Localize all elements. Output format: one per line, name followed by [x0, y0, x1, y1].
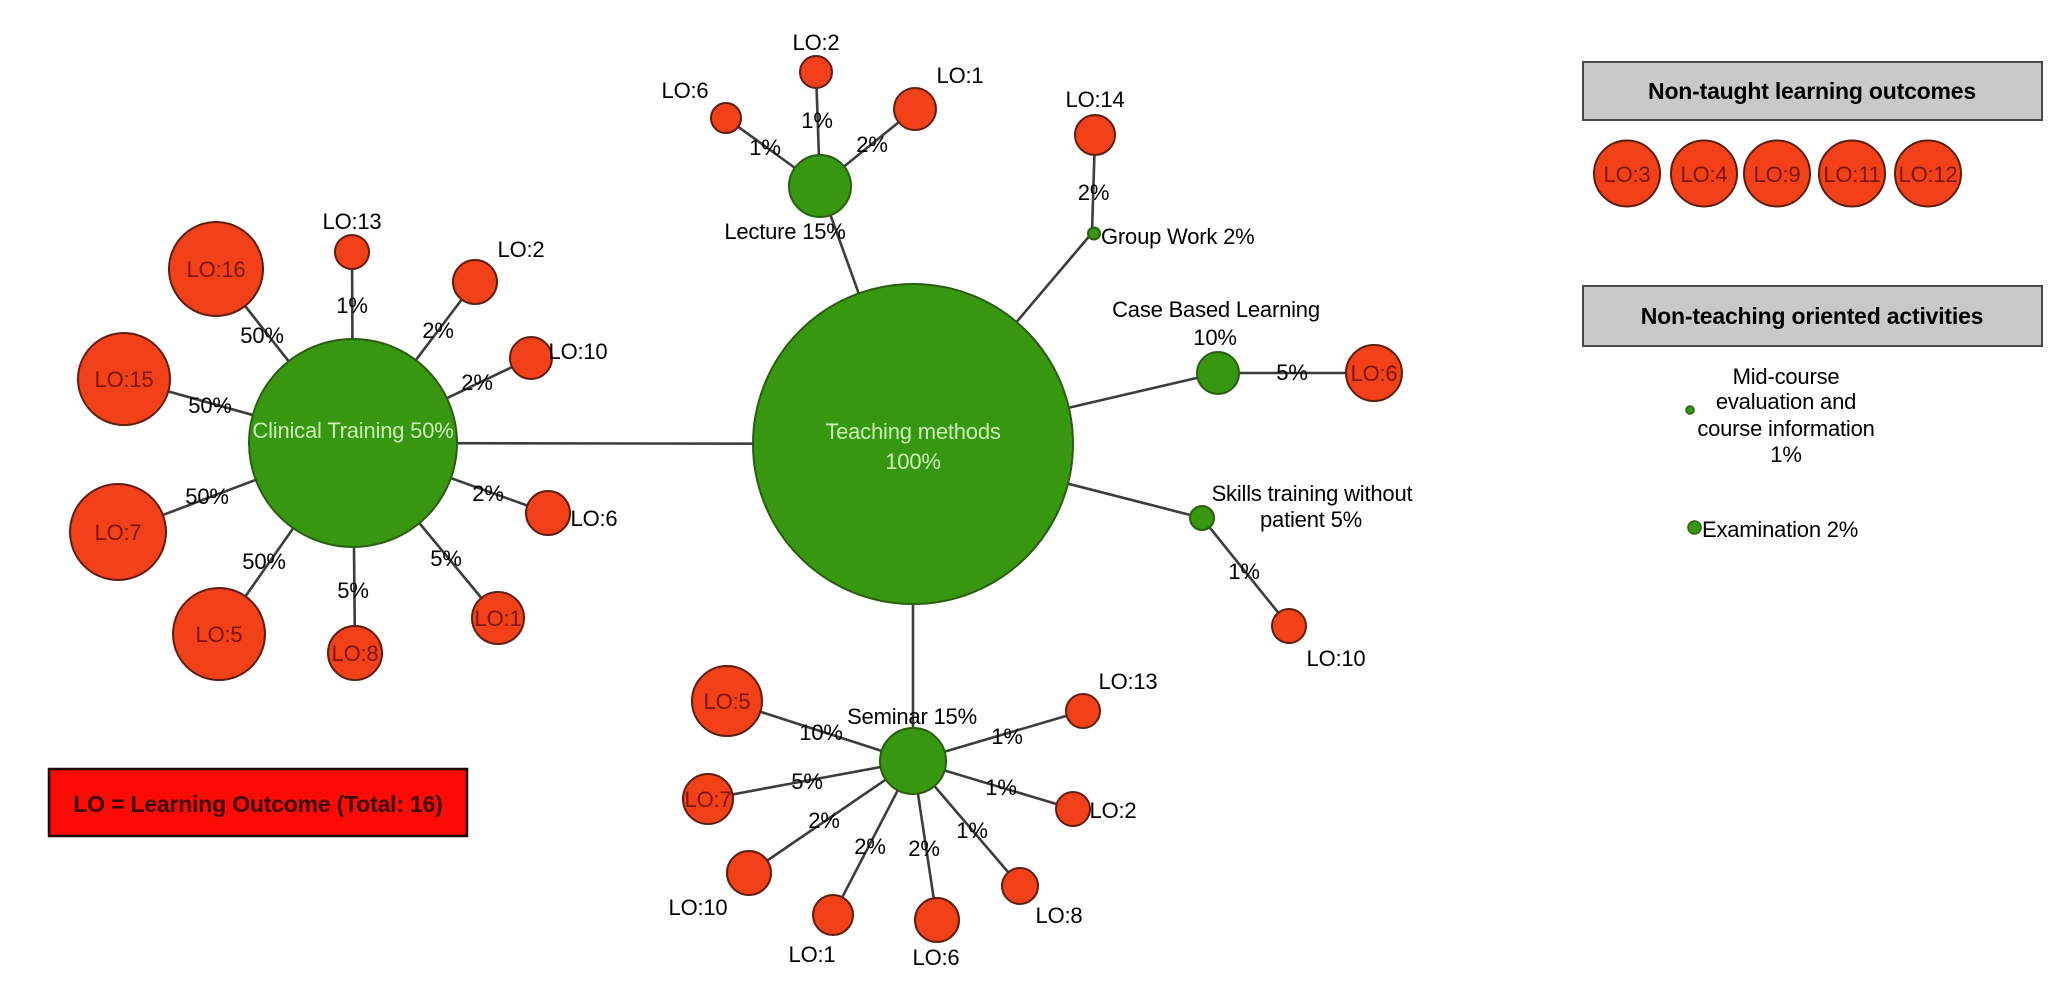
- svg-text:2%: 2%: [472, 481, 503, 506]
- svg-text:2%: 2%: [808, 808, 839, 833]
- svg-text:LO:8: LO:8: [332, 641, 379, 666]
- svg-text:LO:8: LO:8: [1036, 903, 1083, 928]
- svg-text:LO:1: LO:1: [475, 606, 522, 631]
- svg-text:Group Work 2%: Group Work 2%: [1101, 224, 1255, 249]
- svg-text:1%: 1%: [991, 724, 1022, 749]
- svg-text:LO:6: LO:6: [1351, 361, 1398, 386]
- svg-text:LO:13: LO:13: [323, 209, 382, 234]
- svg-text:5%: 5%: [337, 578, 368, 603]
- svg-text:100%: 100%: [885, 449, 940, 474]
- svg-text:10%: 10%: [799, 720, 842, 745]
- svg-text:5%: 5%: [1276, 360, 1307, 385]
- svg-text:LO:6: LO:6: [662, 78, 709, 103]
- svg-text:LO:5: LO:5: [196, 622, 243, 647]
- svg-text:LO:10: LO:10: [549, 339, 608, 364]
- svg-text:LO:10: LO:10: [669, 895, 728, 920]
- svg-text:2%: 2%: [908, 836, 939, 861]
- svg-text:50%: 50%: [240, 323, 283, 348]
- svg-text:LO:14: LO:14: [1066, 87, 1125, 112]
- svg-text:1%: 1%: [956, 818, 987, 843]
- svg-text:Non-teaching oriented activiti: Non-teaching oriented activities: [1641, 303, 1984, 329]
- svg-text:2%: 2%: [461, 370, 492, 395]
- svg-text:2%: 2%: [422, 318, 453, 343]
- svg-text:Lecture 15%: Lecture 15%: [724, 219, 845, 244]
- svg-text:Case Based Learning: Case Based Learning: [1112, 297, 1320, 322]
- svg-text:Seminar 15%: Seminar 15%: [847, 704, 977, 729]
- svg-text:Clinical Training 50%: Clinical Training 50%: [252, 418, 453, 443]
- svg-text:LO:16: LO:16: [187, 257, 246, 282]
- svg-text:50%: 50%: [242, 549, 285, 574]
- svg-text:1%: 1%: [801, 108, 832, 133]
- svg-text:Mid-course: Mid-course: [1733, 364, 1840, 389]
- svg-text:Teaching methods: Teaching methods: [825, 419, 1001, 444]
- svg-text:2%: 2%: [856, 132, 887, 157]
- svg-text:1%: 1%: [985, 775, 1016, 800]
- svg-text:course information: course information: [1697, 416, 1874, 441]
- svg-text:5%: 5%: [430, 546, 461, 571]
- svg-text:LO:10: LO:10: [1307, 646, 1366, 671]
- svg-text:LO:15: LO:15: [95, 367, 154, 392]
- svg-text:LO:13: LO:13: [1099, 669, 1158, 694]
- svg-text:LO:11: LO:11: [1823, 162, 1880, 187]
- svg-text:1%: 1%: [336, 293, 367, 318]
- svg-text:LO:2: LO:2: [1090, 798, 1137, 823]
- svg-text:LO:9: LO:9: [1754, 162, 1801, 187]
- svg-text:Examination 2%: Examination 2%: [1702, 517, 1858, 542]
- svg-text:LO:4: LO:4: [1681, 162, 1728, 187]
- svg-text:Non-taught learning outcomes: Non-taught learning outcomes: [1648, 78, 1976, 104]
- svg-text:Skills training without: Skills training without: [1212, 481, 1413, 506]
- svg-text:2%: 2%: [854, 834, 885, 859]
- svg-text:5%: 5%: [791, 769, 822, 794]
- svg-text:LO:6: LO:6: [571, 506, 618, 531]
- svg-text:LO:1: LO:1: [789, 942, 836, 967]
- svg-text:LO:12: LO:12: [1899, 162, 1958, 187]
- svg-text:LO:1: LO:1: [937, 63, 984, 88]
- svg-text:50%: 50%: [188, 393, 231, 418]
- svg-text:1%: 1%: [749, 135, 780, 160]
- svg-text:evaluation and: evaluation and: [1716, 389, 1856, 414]
- svg-text:50%: 50%: [185, 484, 228, 509]
- svg-text:LO:6: LO:6: [913, 945, 960, 970]
- svg-text:LO = Learning Outcome (Total:: LO = Learning Outcome (Total: 16): [73, 791, 442, 817]
- svg-text:LO:2: LO:2: [498, 237, 545, 262]
- svg-text:10%: 10%: [1193, 325, 1236, 350]
- svg-text:1%: 1%: [1770, 442, 1801, 467]
- svg-text:1%: 1%: [1228, 559, 1259, 584]
- svg-text:LO:7: LO:7: [685, 787, 732, 812]
- svg-text:LO:5: LO:5: [704, 689, 751, 714]
- svg-text:LO:7: LO:7: [95, 520, 142, 545]
- svg-text:LO:2: LO:2: [793, 30, 840, 55]
- svg-text:LO:3: LO:3: [1604, 162, 1651, 187]
- svg-text:2%: 2%: [1078, 180, 1109, 205]
- svg-text:patient 5%: patient 5%: [1260, 507, 1362, 532]
